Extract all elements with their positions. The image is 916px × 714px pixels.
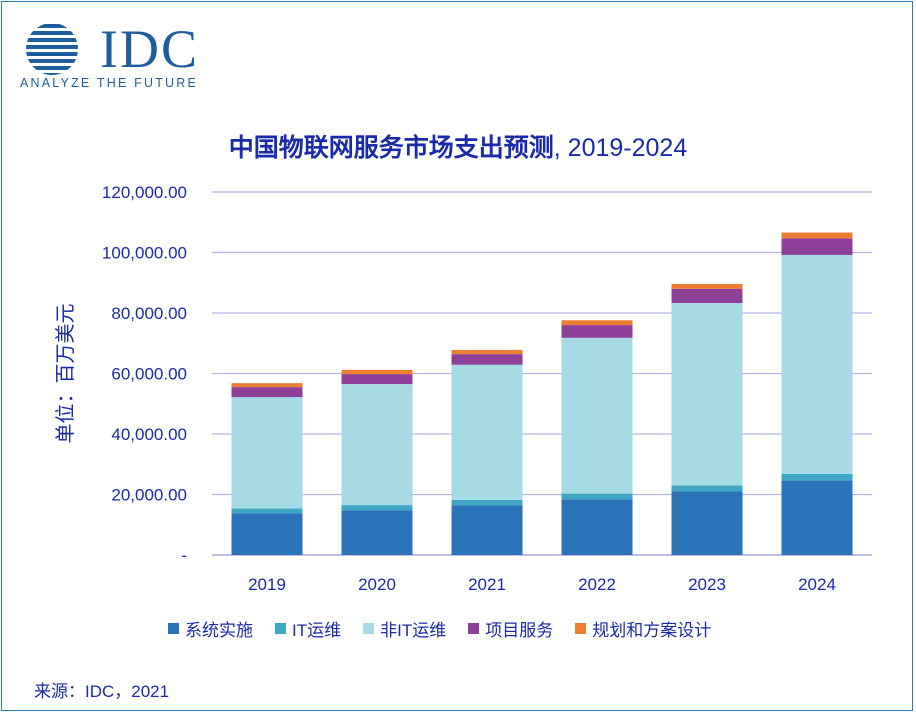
legend-item: IT运维 [275, 616, 341, 641]
idc-logo: IDC ANALYZE THE FUTURE [18, 19, 218, 92]
legend-item: 规划和方案设计 [575, 616, 711, 641]
bar-segment [231, 508, 303, 514]
bar-segment [341, 384, 413, 506]
legend-label: 规划和方案设计 [592, 620, 712, 640]
y-tick-label: 40,000.00 [111, 425, 187, 444]
legend-swatch [468, 622, 480, 634]
bar-segment [781, 473, 853, 481]
chart-title-main: 中国物联网服务市场支出预测 [228, 134, 554, 162]
y-tick-label: 20,000.00 [111, 486, 187, 505]
bar-segment [561, 325, 633, 338]
legend-label: 项目服务 [485, 620, 554, 640]
x-tick-label: 2020 [358, 575, 396, 594]
legend-item: 非IT运维 [363, 616, 446, 641]
chart-legend: 系统实施 IT运维 非IT运维 项目服务 规划和方案设计 [168, 616, 733, 640]
logo-tagline: ANALYZE THE FUTURE [20, 76, 199, 90]
legend-label: IT运维 [292, 620, 342, 640]
y-tick-label: 120,000.00 [102, 183, 187, 202]
bar-segment [451, 364, 523, 500]
legend-swatch [363, 622, 375, 634]
legend-item: 系统实施 [168, 616, 253, 641]
bar-segment [231, 513, 303, 555]
globe-icon [26, 24, 78, 75]
legend-label: 非IT运维 [380, 620, 447, 640]
bar-segment [231, 383, 303, 388]
bar-segment [781, 238, 853, 255]
legend-swatch [168, 622, 179, 634]
y-tick-label: 100,000.00 [102, 244, 187, 263]
bar-segment [451, 499, 523, 506]
legend-item: 项目服务 [468, 616, 553, 641]
x-tick-label: 2023 [688, 575, 726, 594]
bar-segment [451, 349, 523, 355]
y-tick-label: - [181, 546, 187, 565]
bar-segment [561, 499, 633, 555]
y-axis-label: 单位：百万美元 [54, 304, 77, 444]
bar-segment [781, 480, 853, 555]
logo-wordmark: IDC [100, 19, 199, 79]
x-tick-label: 2021 [468, 575, 506, 594]
legend-swatch [575, 622, 587, 634]
legend-label: 系统实施 [185, 620, 253, 640]
bar-segment [781, 232, 853, 239]
bar-segment [561, 320, 633, 326]
legend-swatch [275, 622, 286, 634]
bar-segment [451, 505, 523, 555]
x-tick-label: 2022 [578, 575, 616, 594]
bar-segment [341, 505, 413, 511]
bar-segment [671, 283, 743, 289]
bar-segment [671, 491, 743, 555]
bar-segment [341, 369, 413, 375]
bar-segment [561, 493, 633, 500]
x-tick-label: 2024 [798, 575, 836, 594]
bar-segment [561, 337, 633, 494]
y-tick-label: 80,000.00 [111, 304, 187, 323]
bar-segment [781, 254, 853, 474]
bar-segment [231, 387, 303, 398]
y-tick-label: 60,000.00 [111, 365, 187, 384]
chart-title-years: , 2019-2024 [553, 134, 688, 162]
bar-segment [231, 397, 303, 509]
bar-segment [341, 374, 413, 385]
bar-segment [451, 354, 523, 365]
chart-title: 中国物联网服务市场支出预测, 2019-2024 [0, 128, 916, 164]
bar-segment [671, 303, 743, 486]
bar-segment [671, 485, 743, 492]
source-note: 来源：IDC，2021 [34, 682, 170, 701]
bar-segment [671, 288, 743, 304]
bar-segment [341, 510, 413, 555]
x-tick-label: 2019 [248, 575, 286, 594]
